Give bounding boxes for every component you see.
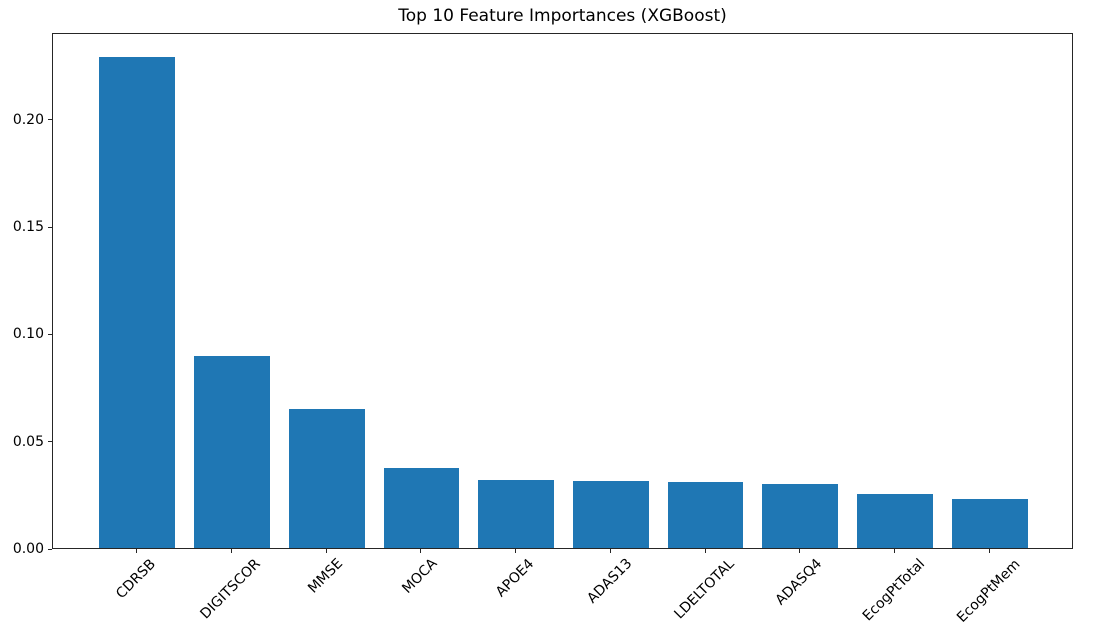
x-tick-mark (136, 549, 138, 553)
y-tick-label: 0.05 (12, 433, 44, 450)
y-tick-label: 0.00 (12, 541, 44, 557)
y-tick-mark (48, 333, 52, 335)
y-tick-label: 0.15 (12, 219, 44, 236)
bar-MMSE (288, 409, 365, 548)
x-tick-label: LDELTOTAL (670, 556, 738, 623)
bar-EcogPtMem (951, 499, 1028, 548)
y-tick-mark (48, 119, 52, 121)
y-tick-label: 0.20 (12, 111, 44, 128)
x-tick-label: MOCA (399, 555, 441, 598)
bar-MOCA (383, 468, 460, 548)
x-tick-mark (704, 549, 706, 553)
x-tick-mark (988, 549, 990, 553)
x-tick-mark (231, 549, 232, 553)
bar-EcogPtTotal (857, 493, 933, 548)
bar-CDRSB (99, 56, 176, 548)
chart-title: Top 10 Feature Importances (XGBoost) (398, 6, 727, 26)
bar-LDELTOTAL (667, 482, 744, 548)
bar-ADASQ4 (762, 484, 839, 548)
x-tick-label: ADAS13 (584, 555, 636, 608)
x-tick-label: DIGITSCOR (197, 556, 264, 623)
x-tick-label: EcogPtTotal (859, 556, 928, 625)
x-tick-mark (894, 549, 895, 553)
x-tick-label: APOE4 (492, 556, 537, 601)
x-tick-mark (799, 549, 801, 553)
y-tick-mark (48, 548, 52, 550)
y-tick-label: 0.10 (12, 326, 44, 343)
bar-APOE4 (478, 480, 555, 548)
plot-area (52, 33, 1073, 549)
x-tick-label: MMSE (304, 556, 346, 598)
bar-ADAS13 (573, 481, 649, 548)
y-tick-mark (48, 441, 52, 443)
y-tick-mark (48, 226, 52, 228)
x-tick-mark (420, 549, 422, 553)
x-tick-mark (325, 549, 327, 553)
x-tick-label: CDRSB (112, 556, 159, 602)
x-tick-label: EcogPtMem (953, 555, 1024, 626)
x-tick-mark (515, 549, 517, 553)
bar-DIGITSCOR (194, 355, 270, 548)
x-tick-label: ADASQ4 (772, 556, 826, 609)
x-tick-mark (609, 549, 611, 553)
